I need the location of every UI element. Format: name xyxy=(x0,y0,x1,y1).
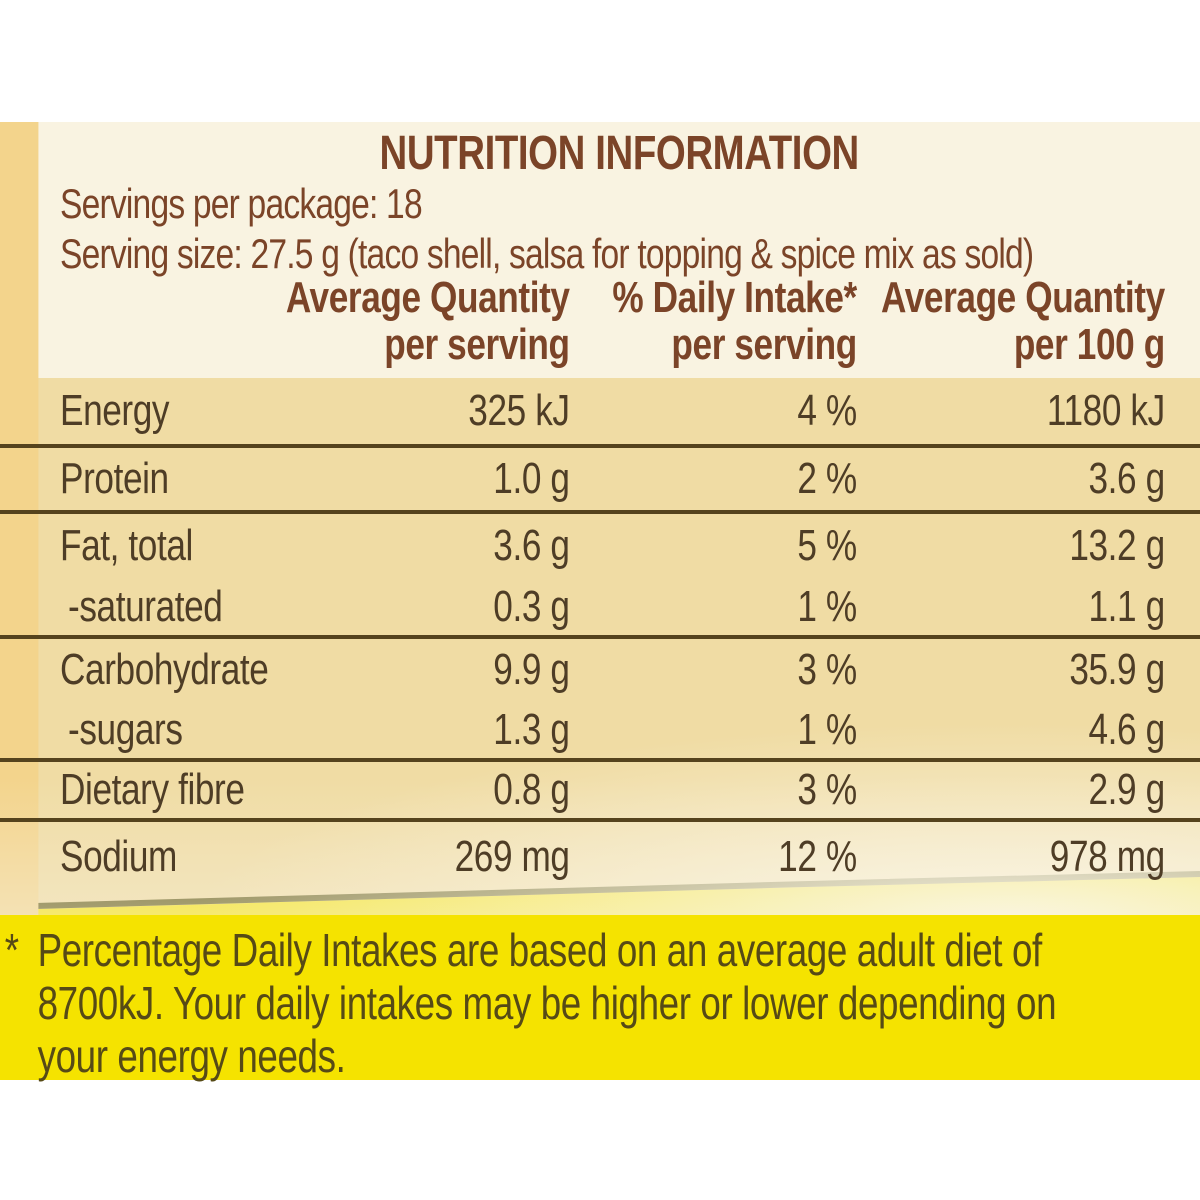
value-per-100g: 1180 kJ xyxy=(1046,386,1165,435)
footnote-line: Percentage Daily Intakes are based on an… xyxy=(37,924,1043,976)
value-per-100g: 13.2 g xyxy=(1069,521,1165,570)
column-header-line: per serving xyxy=(671,320,857,369)
value-per-100g: 1.1 g xyxy=(1088,581,1166,631)
label-header-panel xyxy=(0,122,1200,378)
serving-size: Serving size: 27.5 g (taco shell, salsa … xyxy=(60,230,1034,277)
column-header-per-100g: Average Quantity per 100 g xyxy=(0,274,1165,368)
value-daily-intake: 1 % xyxy=(797,581,857,631)
page-title: NUTRITION INFORMATION xyxy=(379,127,860,180)
yellow-band-fill xyxy=(0,877,1200,1080)
value-per-serving: 3.6 g xyxy=(493,521,570,570)
table-row-fat-total: Fat, total 3.6 g 5 % 13.2 g xyxy=(0,514,1200,578)
column-header-line: Average Quantity xyxy=(881,273,1165,322)
servings-per-package: Servings per package: 18 xyxy=(60,180,423,227)
value-per-serving: 325 kJ xyxy=(468,386,570,435)
nutrient-label: Protein xyxy=(60,454,169,503)
label-content: NUTRITION INFORMATION Servings per packa… xyxy=(0,122,1200,915)
column-header-per-serving: Average Quantity per serving xyxy=(0,274,570,368)
label-body: NUTRITION INFORMATION Servings per packa… xyxy=(0,122,1200,915)
column-header-line: % Daily Intake* xyxy=(612,273,857,322)
footnote-asterisk: * xyxy=(4,924,20,976)
column-header-line: per serving xyxy=(384,320,570,369)
nutrient-label: -saturated xyxy=(68,581,223,631)
value-per-100g: 4.6 g xyxy=(1088,704,1166,754)
footnote-text: Percentage Daily Intakes are based on an… xyxy=(38,924,1057,1083)
table-row-protein: Protein 1.0 g 2 % 3.6 g xyxy=(0,448,1200,514)
value-per-100g: 978 mg xyxy=(1049,832,1165,881)
value-per-serving: 1.0 g xyxy=(493,454,570,503)
value-daily-intake: 4 % xyxy=(797,386,857,435)
value-per-serving: 0.3 g xyxy=(493,581,570,631)
footnote-line: 8700kJ. Your daily intakes may be higher… xyxy=(37,977,1057,1029)
nutrient-label: Energy xyxy=(60,386,170,435)
column-header-daily-intake: % Daily Intake* per serving xyxy=(0,274,857,368)
column-header-line: per 100 g xyxy=(1013,320,1165,369)
table-row-dietary-fibre: Dietary fibre 0.8 g 3 % 2.9 g xyxy=(0,762,1200,822)
table-row-saturated: -saturated 0.3 g 1 % 1.1 g xyxy=(0,578,1200,639)
nutrient-label: Fat, total xyxy=(60,521,193,570)
value-per-100g: 2.9 g xyxy=(1088,765,1166,814)
table-row-sodium: Sodium 269 mg 12 % 978 mg xyxy=(0,822,1200,908)
table-row-energy: Energy 325 kJ 4 % 1180 kJ xyxy=(0,378,1200,448)
value-per-100g: 35.9 g xyxy=(1069,645,1165,694)
value-daily-intake: 5 % xyxy=(797,521,857,570)
column-header-line: Average Quantity xyxy=(285,273,570,322)
footnote-line: your energy needs. xyxy=(37,1030,346,1082)
value-daily-intake: 2 % xyxy=(797,454,857,503)
nutrition-table: Energy 325 kJ 4 % 1180 kJ Protein 1.0 g … xyxy=(0,378,1200,908)
value-per-100g: 3.6 g xyxy=(1088,454,1166,503)
table-row-sugars: -sugars 1.3 g 1 % 4.6 g xyxy=(0,701,1200,762)
table-row-carbohydrate: Carbohydrate 9.9 g 3 % 35.9 g xyxy=(0,639,1200,701)
